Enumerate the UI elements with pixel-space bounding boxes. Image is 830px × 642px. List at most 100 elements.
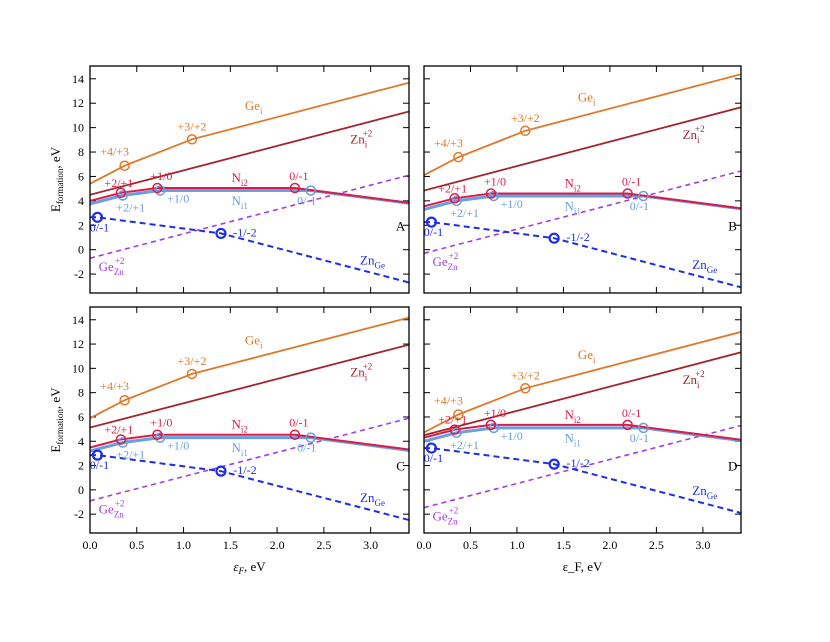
transition-label: +1/0 <box>484 175 506 189</box>
transition-label: +4/+3 <box>434 136 463 150</box>
x-tick-label: 1.0 <box>509 538 524 552</box>
species-sup: +2 <box>115 498 125 508</box>
y-tick-label: 8 <box>78 386 84 400</box>
transition-label: +3/+2 <box>178 354 207 368</box>
transition-marker <box>119 394 130 406</box>
ylabel-rest: , eV <box>48 387 63 409</box>
panel-frame <box>89 65 410 294</box>
transition-label: 0/-1 <box>90 458 109 472</box>
species-label-n-i1: Ni1 <box>565 430 581 448</box>
x-tick-label: 1.5 <box>223 538 238 552</box>
transition-label: -1/-2 <box>566 230 589 244</box>
y-tick-label: 2 <box>78 459 84 473</box>
panel-letter: D <box>728 459 737 474</box>
species-sub: Ge <box>374 498 385 508</box>
x-tick-label: 3.0 <box>695 538 710 552</box>
y-tick-label: 0 <box>78 243 84 257</box>
species-sup: +2 <box>449 505 459 515</box>
y-tick-label: 10 <box>72 121 84 135</box>
transition-marker <box>520 383 531 394</box>
species-sub: i2 <box>574 183 581 193</box>
transition-marker <box>485 419 497 431</box>
transition-marker <box>520 125 531 137</box>
series-line-zn-i <box>90 343 409 429</box>
x-tick-label: 1.0 <box>176 538 191 552</box>
y-tick-label: -2 <box>74 267 84 281</box>
y-tick-label: 14 <box>72 313 84 327</box>
species-sub: i <box>365 373 368 383</box>
species-base: Zn <box>683 372 698 387</box>
transition-marker <box>115 187 127 199</box>
species-label-zn-ge: ZnGe <box>360 490 385 508</box>
transition-marker <box>289 429 301 440</box>
species-base: Zn <box>692 483 707 498</box>
species-base: Ge <box>245 333 260 348</box>
transition-marker <box>91 211 104 223</box>
species-label-ge-i: Gei <box>245 98 263 116</box>
transition-marker <box>154 432 166 443</box>
transition-label: +2/+1 <box>104 176 133 190</box>
species-base: Zn <box>360 490 375 505</box>
transition-label: +1/0 <box>167 439 189 453</box>
transition-label: +4/+3 <box>100 145 129 159</box>
species-sub: i1 <box>574 207 581 217</box>
species-label-zn-i: Zni+2 <box>350 362 372 383</box>
species-base: Zn <box>350 365 365 380</box>
panel-letter: C <box>396 459 405 474</box>
species-label-n-i2: Ni2 <box>565 407 581 425</box>
species-sup: +2 <box>115 256 125 266</box>
species-label-ge-zn: GeZn+2 <box>99 498 125 519</box>
transition-marker <box>425 442 438 454</box>
species-sup: +2 <box>695 124 705 134</box>
transition-label: +4/+3 <box>100 379 129 393</box>
species-base: Ge <box>433 508 448 523</box>
series-line-n-i2 <box>90 187 409 204</box>
transition-marker <box>152 182 163 194</box>
species-base: Ge <box>99 501 114 516</box>
x-tick-label: 0.0 <box>83 538 98 552</box>
species-label-zn-ge: ZnGe <box>360 252 385 270</box>
transition-marker <box>186 368 198 380</box>
species-sub: i1 <box>574 438 581 448</box>
species-sub: i <box>260 106 263 116</box>
transition-label: 0/-1 <box>424 225 443 239</box>
species-sub: i <box>593 355 596 365</box>
series-line-ge-zn <box>90 174 409 259</box>
species-label-zn-ge: ZnGe <box>692 483 717 501</box>
y-tick-label: 12 <box>72 337 84 351</box>
transition-marker <box>154 185 166 196</box>
species-label-zn-i: Zni+2 <box>683 124 705 145</box>
panel-letter: A <box>396 218 406 233</box>
transition-marker <box>638 190 649 202</box>
species-label-n-i2: Ni2 <box>231 417 247 435</box>
y-tick-label: 4 <box>78 434 84 448</box>
transition-label: +1/0 <box>501 197 523 211</box>
transition-label: +1/0 <box>484 406 506 420</box>
species-sub: i2 <box>241 178 248 188</box>
species-label-ge-i: Gei <box>245 333 263 351</box>
series-line-ge-zn <box>424 170 741 255</box>
transition-marker <box>451 195 462 207</box>
transition-marker <box>117 190 128 201</box>
species-base: N <box>231 193 241 208</box>
transition-label: 0/-1 <box>90 220 109 234</box>
transition-label: 0/-1 <box>630 431 649 445</box>
y-tick-label: 0 <box>78 483 84 497</box>
transition-label: -1/-2 <box>233 225 256 239</box>
transition-label: 0/-1 <box>289 416 308 430</box>
species-sub: i1 <box>241 448 248 458</box>
transition-label: +1/0 <box>167 191 189 205</box>
transition-label: +2/+1 <box>104 422 133 436</box>
transition-marker <box>638 422 649 434</box>
species-base: N <box>565 430 575 445</box>
x-tick-label: 1.5 <box>556 538 571 552</box>
transition-marker <box>91 449 104 461</box>
species-base: Ge <box>578 89 593 104</box>
transition-label: 0/-1 <box>289 169 308 183</box>
ylabel-sub: formation <box>55 168 65 204</box>
transition-label: +2/+1 <box>438 413 467 427</box>
transition-marker <box>425 216 438 228</box>
species-base: Ge <box>433 254 448 269</box>
